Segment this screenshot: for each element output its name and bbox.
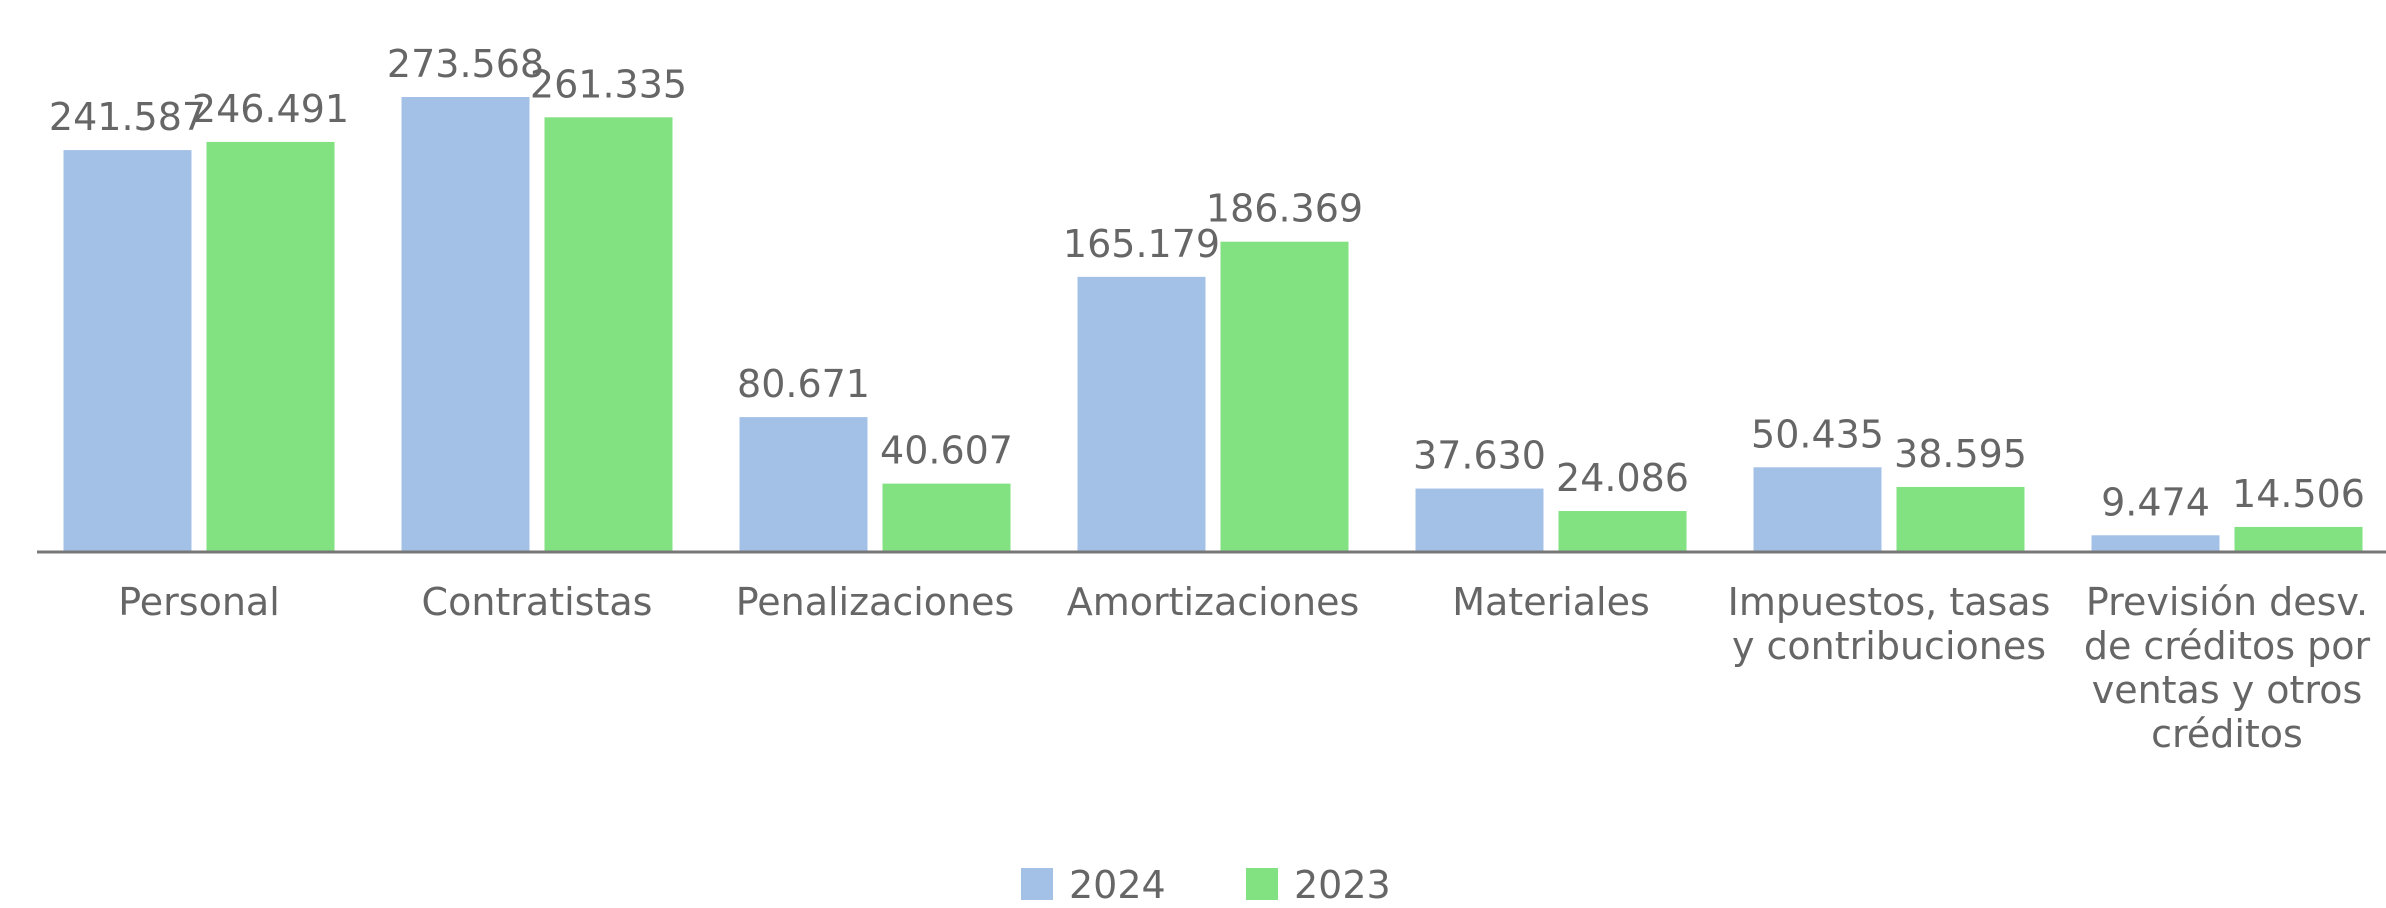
legend-label: 2024 xyxy=(1069,863,1166,907)
value-label: 14.506 xyxy=(2232,472,2365,516)
value-label: 50.435 xyxy=(1751,412,1884,456)
bar xyxy=(1220,241,1349,551)
bar xyxy=(2234,526,2363,551)
x-tick-label: Personal xyxy=(118,580,280,624)
x-tick-label: Materiales xyxy=(1452,580,1650,624)
bar xyxy=(1558,511,1687,551)
x-tick-label: Previsión desv. de créditos por ventas y… xyxy=(2083,580,2371,756)
legend-label: 2023 xyxy=(1294,863,1391,907)
bar xyxy=(206,141,335,551)
bar xyxy=(1896,486,2025,551)
bar xyxy=(739,417,868,551)
legend-swatch xyxy=(1021,868,1053,900)
bar xyxy=(544,117,673,552)
value-label: 246.491 xyxy=(192,87,349,131)
value-label: 24.086 xyxy=(1556,456,1689,500)
value-label: 273.568 xyxy=(387,42,544,86)
bar xyxy=(2091,535,2220,551)
value-label: 165.179 xyxy=(1063,222,1220,266)
value-label: 9.474 xyxy=(2101,480,2210,524)
bar xyxy=(401,97,530,551)
bar xyxy=(1753,467,1882,551)
bar xyxy=(63,150,192,551)
bar xyxy=(882,483,1011,551)
value-label: 40.607 xyxy=(880,429,1013,473)
value-label: 37.630 xyxy=(1413,434,1546,478)
value-label: 38.595 xyxy=(1894,432,2027,476)
legend-swatch xyxy=(1246,868,1278,900)
value-label: 261.335 xyxy=(530,62,687,106)
x-tick-label: Impuestos, tasas y contribuciones xyxy=(1727,580,2051,668)
bar xyxy=(1415,488,1544,551)
x-tick-label: Penalizaciones xyxy=(735,580,1015,624)
bar xyxy=(1077,276,1206,551)
value-label: 241.587 xyxy=(49,95,206,139)
x-tick-label: Contratistas xyxy=(421,580,653,624)
value-label: 186.369 xyxy=(1206,187,1363,231)
x-tick-label: Amortizaciones xyxy=(1066,580,1360,624)
value-label: 80.671 xyxy=(737,362,870,406)
